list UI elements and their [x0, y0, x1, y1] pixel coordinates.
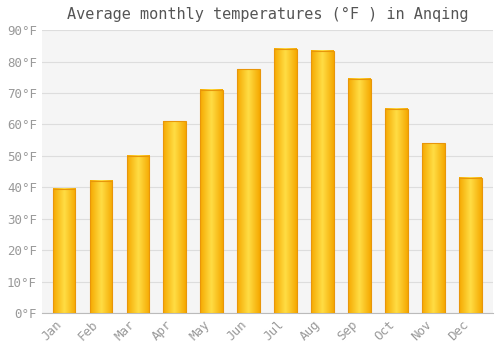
Bar — [386, 109, 408, 313]
Bar — [422, 143, 446, 313]
Title: Average monthly temperatures (°F ) in Anqing: Average monthly temperatures (°F ) in An… — [66, 7, 468, 22]
Bar — [200, 90, 224, 313]
Bar — [126, 156, 150, 313]
Bar — [238, 69, 260, 313]
Bar — [164, 121, 186, 313]
Bar — [274, 49, 297, 313]
Bar — [52, 189, 76, 313]
Bar — [460, 178, 482, 313]
Bar — [90, 181, 112, 313]
Bar — [312, 50, 334, 313]
Bar — [348, 79, 372, 313]
